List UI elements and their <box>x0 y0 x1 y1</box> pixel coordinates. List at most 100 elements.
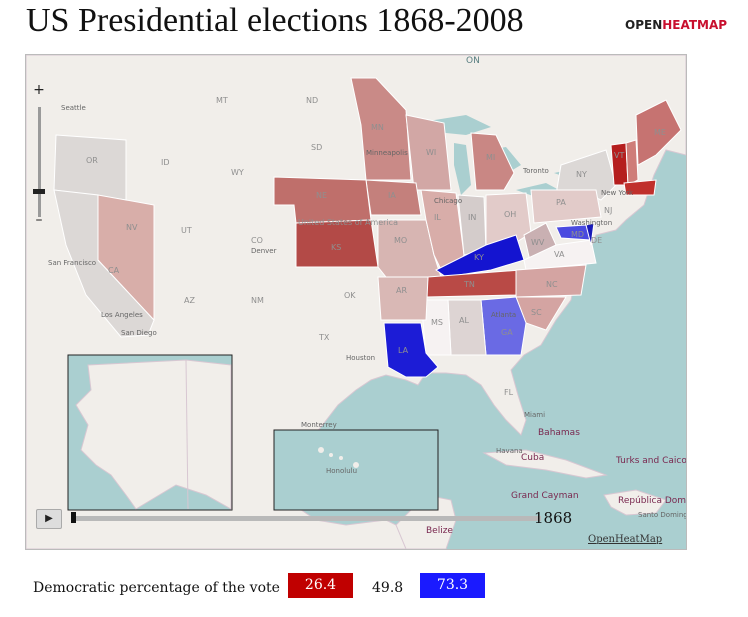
zoom-in-button[interactable]: + <box>33 82 45 98</box>
zoom-slider-track[interactable] <box>38 107 41 217</box>
state-label-ky: KY <box>474 253 484 262</box>
state-NV <box>97 194 155 322</box>
state-AL <box>447 299 487 356</box>
state-label-fl: FL <box>504 388 514 397</box>
state-label-ut: UT <box>181 226 192 235</box>
place-label-grand-cayman: Grand Cayman <box>511 491 579 501</box>
state-label-sd: SD <box>311 143 322 152</box>
state-label-az: AZ <box>184 296 195 305</box>
state-label-ne: NE <box>316 191 327 200</box>
timeline-slider-track[interactable] <box>71 516 541 521</box>
state-label-mi: MI <box>486 153 495 162</box>
state-label-wi: WI <box>426 148 436 157</box>
state-WI <box>405 114 452 191</box>
place-label-los-angeles: Los Angeles <box>101 311 143 319</box>
state-label-ar: AR <box>396 286 407 295</box>
place-label-houston: Houston <box>346 354 375 362</box>
state-label-mt: MT <box>216 96 228 105</box>
place-label-turks-and-caicos-islands: Turks and Caicos Islands <box>615 456 686 466</box>
state-label-va: VA <box>554 250 565 259</box>
place-label-miami: Miami <box>524 411 545 419</box>
place-label-layer: Bahamas Cuba Turks and Caicos Islands Grand… <box>48 56 686 536</box>
state-ME <box>635 99 682 166</box>
map-canvas[interactable]: ND MN WI MI NY VT ME OR ID WY SD NE IA IL IN OH PA NV UT CO… <box>26 55 686 549</box>
state-label-ga: GA <box>501 328 513 337</box>
place-label-san-francisco: San Francisco <box>48 259 96 267</box>
state-label-de: DE <box>591 236 602 245</box>
place-label-rep-blica-dominicana: República Dominicana <box>618 496 686 506</box>
brand-logo-heatmap: HEATMAP <box>662 18 728 32</box>
state-GA <box>480 296 527 356</box>
place-label-san-diego: San Diego <box>121 329 157 337</box>
state-label-sc: SC <box>531 308 542 317</box>
state-LA <box>383 322 439 378</box>
place-label-washington: Washington <box>571 219 612 227</box>
state-label-nm: NM <box>251 296 264 305</box>
state-label-md: MD <box>571 230 584 239</box>
state-label-mn: MN <box>371 123 384 132</box>
state-label-nc: NC <box>546 280 558 289</box>
state-MS <box>420 299 452 356</box>
state-label-nv: NV <box>126 223 138 232</box>
hawaii-inset <box>273 429 439 511</box>
state-label-tn: TN <box>463 280 475 289</box>
state-label-nd: ND <box>306 96 318 105</box>
state-label-al: AL <box>459 316 469 325</box>
place-label-minneapolis: Minneapolis <box>366 149 408 157</box>
timeline-slider-handle[interactable] <box>71 512 76 523</box>
state-VT <box>610 142 629 186</box>
state-PA <box>530 189 602 224</box>
state-label-united-states-of-america: United States of America <box>298 218 398 227</box>
zoom-out-button[interactable]: – <box>35 212 43 228</box>
state-label-in: IN <box>468 213 476 222</box>
place-label-santo-domingo: Santo Domingo <box>638 511 686 519</box>
place-label-chicago: Chicago <box>434 197 462 205</box>
state-label-pa: PA <box>556 198 566 207</box>
place-label-cuba: Cuba <box>521 453 544 463</box>
legend-label: Democratic percentage of the vote <box>33 580 280 596</box>
state-label-mo: MO <box>394 236 407 245</box>
state-AR <box>377 276 429 321</box>
zoom-slider-handle[interactable] <box>33 189 45 194</box>
state-label-ks: KS <box>331 243 341 252</box>
place-label-monterrey: Monterrey <box>301 421 337 429</box>
place-label-belize: Belize <box>426 526 453 536</box>
state-label-vt: VT <box>614 151 624 160</box>
state-MN <box>350 77 412 181</box>
neutral-states <box>53 134 617 338</box>
play-button[interactable]: ▶ <box>36 509 62 529</box>
state-label-oh: OH <box>504 210 516 219</box>
place-label-on: ON <box>466 56 480 66</box>
state-NH <box>625 139 639 186</box>
state-label-nj: NJ <box>604 206 612 215</box>
state-MI <box>470 132 515 191</box>
state-NC <box>515 264 587 298</box>
place-label-havana: Havana <box>496 447 523 455</box>
alaska-inset <box>67 354 233 511</box>
place-label-atlanta: Atlanta <box>491 311 516 319</box>
state-label-wy: WY <box>231 168 244 177</box>
brand-logo[interactable]: OPENHEATMAP <box>625 18 727 32</box>
map-container[interactable]: ND MN WI MI NY VT ME OR ID WY SD NE IA IL IN OH PA NV UT CO… <box>25 54 687 550</box>
legend-low-swatch: 26.4 <box>288 573 353 598</box>
state-label-wv: WV <box>531 238 545 247</box>
place-label-bahamas: Bahamas <box>538 428 580 438</box>
legend-mid-value: 49.8 <box>372 580 404 596</box>
state-label-ms: MS <box>431 318 443 327</box>
state-label-il: IL <box>434 213 441 222</box>
state-VA <box>523 239 597 271</box>
state-label-la: LA <box>398 346 409 355</box>
state-label-ia: IA <box>388 191 396 200</box>
page-title: US Presidential elections 1868-2008 <box>26 2 524 39</box>
state-label-or: OR <box>86 156 98 165</box>
state-OR <box>53 134 127 201</box>
legend-high-swatch: 73.3 <box>420 573 485 598</box>
state-label-ca: CA <box>108 266 120 275</box>
current-year-label: 1868 <box>534 509 573 527</box>
place-label-toronto: Toronto <box>522 167 549 175</box>
place-label-honolulu: Honolulu <box>326 467 357 475</box>
state-label-co: CO <box>251 236 263 245</box>
place-label-new-york: New York <box>601 189 634 197</box>
state-DE <box>585 222 595 246</box>
openheatmap-credit-link[interactable]: OpenHeatMap <box>588 534 663 545</box>
